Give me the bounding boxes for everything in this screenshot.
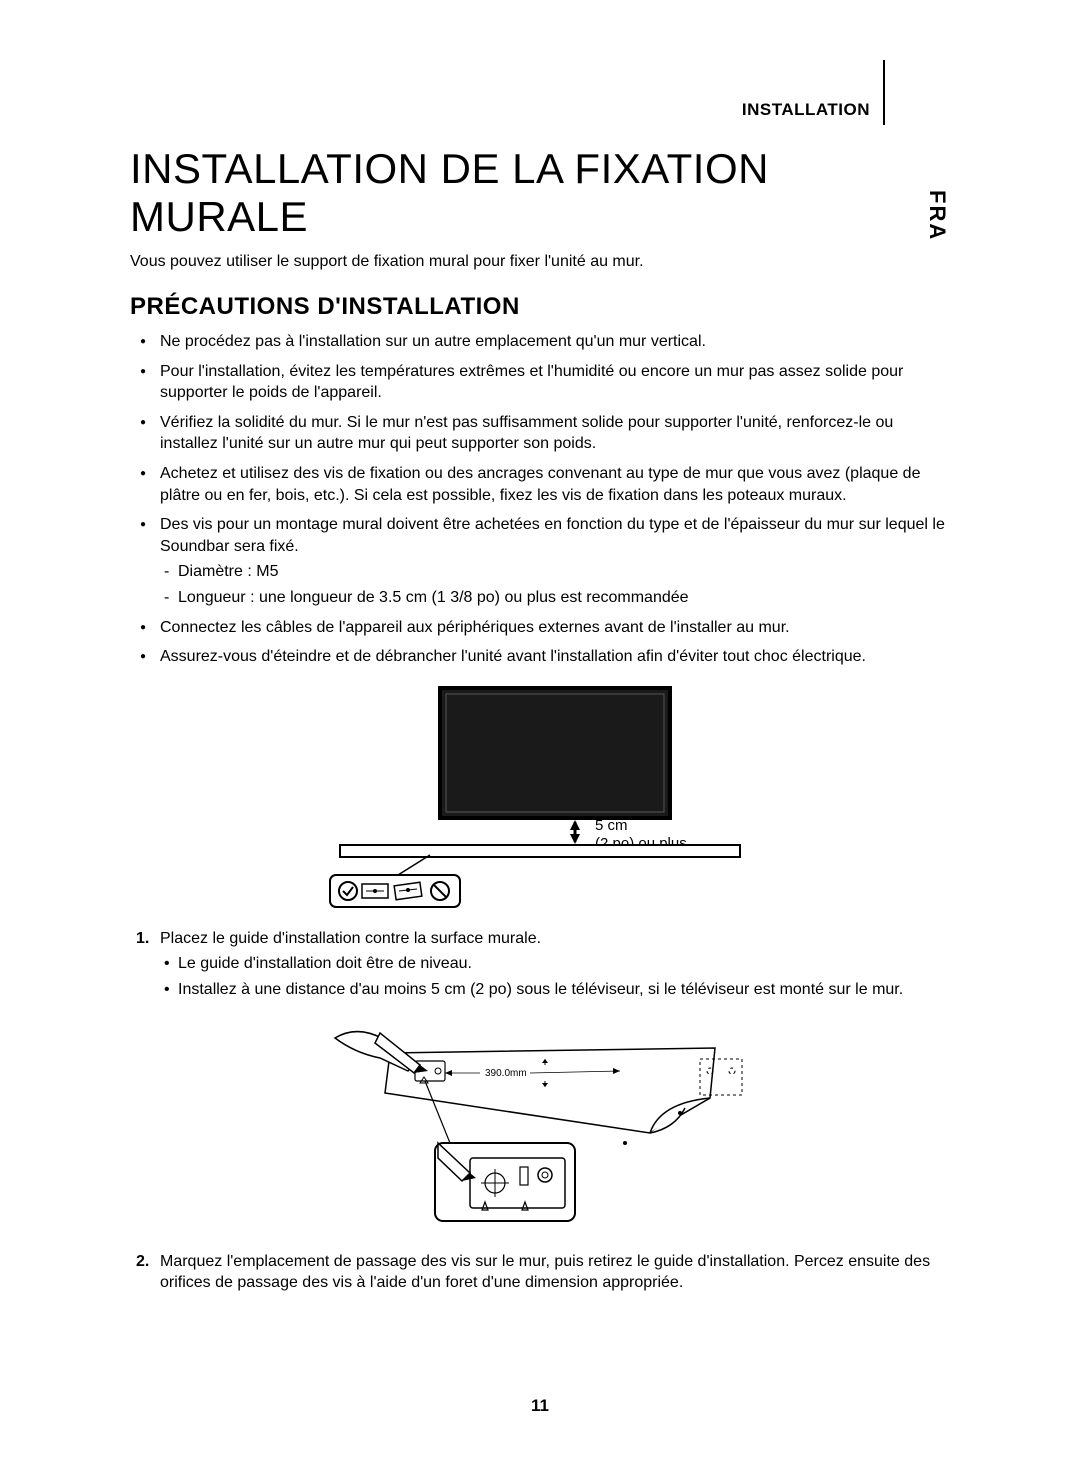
step-number: 2. [136, 1251, 149, 1273]
section-label: INSTALLATION [742, 100, 870, 120]
figure-tv-gap: 5 cm (2 po) ou plus [130, 680, 950, 910]
list-item: Connectez les câbles de l'appareil aux p… [160, 617, 950, 639]
list-item-text: Des vis pour un montage mural doivent êt… [160, 516, 945, 555]
screw-spec-list: Diamètre : M5 Longueur : une longueur de… [160, 561, 950, 608]
manual-page: INSTALLATION FRA INSTALLATION DE LA FIXA… [0, 0, 1080, 1476]
page-number: 11 [0, 1396, 1080, 1416]
list-item: Diamètre : M5 [178, 561, 950, 583]
list-item: Longueur : une longueur de 3.5 cm (1 3/8… [178, 587, 950, 609]
precaution-list: Ne procédez pas à l'installation sur un … [130, 331, 950, 668]
header-divider [883, 60, 885, 125]
dim-label: 390.0mm [485, 1068, 527, 1079]
mark-guide-diagram: 390.0mm [320, 1013, 760, 1233]
list-item: Ne procédez pas à l'installation sur un … [160, 331, 950, 353]
tv-gap-diagram: 5 cm (2 po) ou plus [320, 680, 760, 910]
gap-label-1: 5 cm [595, 817, 628, 834]
subheading-precautions: PRÉCAUTIONS D'INSTALLATION [130, 293, 950, 321]
list-item: Achetez et utilisez des vis de fixation … [160, 463, 950, 506]
step-item: 2. Marquez l'emplacement de passage des … [160, 1251, 950, 1294]
install-steps-cont: 2. Marquez l'emplacement de passage des … [130, 1251, 950, 1294]
list-item: Le guide d'installation doit être de niv… [178, 953, 950, 975]
step-text: Marquez l'emplacement de passage des vis… [160, 1253, 930, 1292]
language-tab: FRA [924, 190, 950, 241]
intro-paragraph: Vous pouvez utiliser le support de fixat… [130, 253, 950, 271]
step-text: Placez le guide d'installation contre la… [160, 930, 541, 947]
list-item: Pour l'installation, évitez les températ… [160, 361, 950, 404]
install-steps: 1. Placez le guide d'installation contre… [130, 928, 950, 1001]
page-title: INSTALLATION DE LA FIXATION MURALE [130, 145, 950, 241]
list-item: Assurez-vous d'éteindre et de débrancher… [160, 646, 950, 668]
list-item: Vérifiez la solidité du mur. Si le mur n… [160, 412, 950, 455]
step-sub-list: Le guide d'installation doit être de niv… [160, 953, 950, 1000]
list-item: Installez à une distance d'au moins 5 cm… [178, 979, 950, 1001]
list-item: Des vis pour un montage mural doivent êt… [160, 514, 950, 608]
figure-mark-guide: 390.0mm [130, 1013, 950, 1233]
step-number: 1. [136, 928, 149, 950]
step-item: 1. Placez le guide d'installation contre… [160, 928, 950, 1001]
